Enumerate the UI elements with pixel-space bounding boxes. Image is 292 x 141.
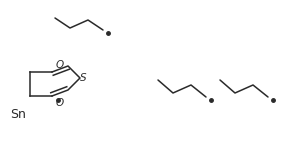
Text: O: O (56, 60, 64, 70)
Text: O: O (56, 98, 64, 108)
Text: S: S (80, 73, 86, 83)
Text: Sn: Sn (10, 109, 26, 122)
